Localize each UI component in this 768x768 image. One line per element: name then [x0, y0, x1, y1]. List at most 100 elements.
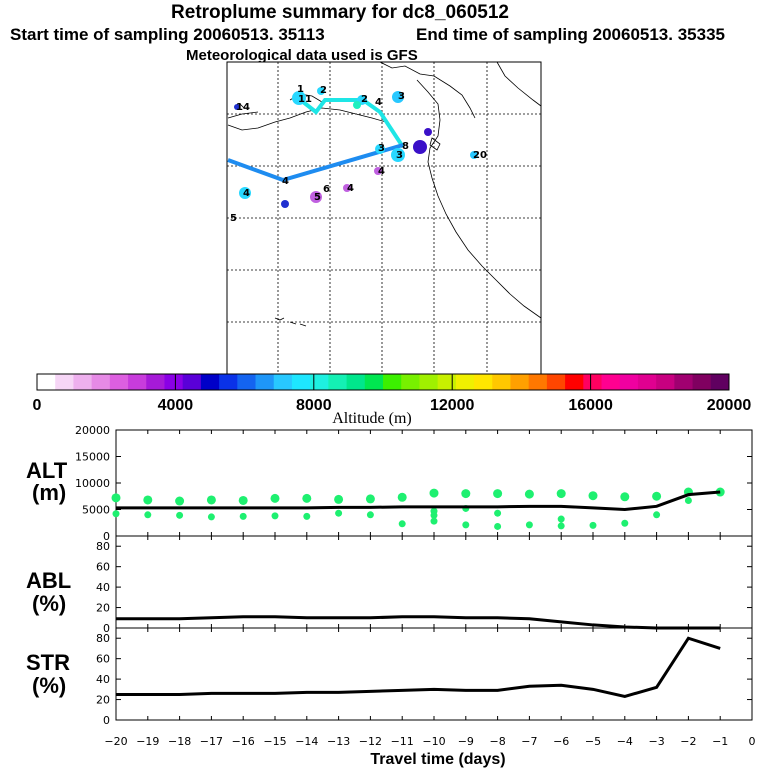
met-data-label: Meteorological data used is GFS	[186, 47, 418, 64]
alt-scatter-point	[112, 510, 120, 518]
alt-scatter-point	[239, 512, 247, 520]
colorbar-swatch	[565, 374, 584, 390]
colorbar-title: Altitude (m)	[332, 410, 412, 427]
x-tick-label: −2	[680, 735, 696, 748]
alt-scatter-point	[144, 511, 152, 519]
cluster-label: 2	[320, 85, 327, 96]
x-tick-label: −11	[391, 735, 414, 748]
x-tick-label: −7	[521, 735, 537, 748]
x-tick-label: −4	[617, 735, 633, 748]
x-tick-label: −8	[489, 735, 505, 748]
str-label: STR	[26, 650, 70, 675]
colorbar-swatch	[164, 374, 184, 390]
colorbar-swatch	[182, 374, 202, 390]
alt-scatter-point	[430, 517, 438, 525]
alt-scatter-point	[429, 488, 439, 498]
alt-scatter-point	[461, 489, 471, 499]
y-tick-label: 15000	[75, 451, 110, 464]
x-tick-label: −5	[585, 735, 601, 748]
colorbar-swatch	[291, 374, 311, 390]
colorbar-swatch	[692, 374, 712, 390]
colorbar-swatch	[674, 374, 694, 390]
colorbar-swatch	[219, 374, 238, 390]
colorbar-swatch	[510, 374, 530, 390]
alt-scatter-point	[589, 521, 597, 529]
colorbar-swatch	[146, 374, 165, 390]
cluster-label: 3	[396, 150, 403, 161]
alt-scatter-point	[621, 519, 629, 527]
y-tick-label: 60	[96, 561, 110, 574]
cluster-label: 4	[282, 176, 289, 187]
colorbar-swatch	[255, 374, 275, 390]
colorbar-swatch	[328, 374, 348, 390]
x-tick-label: −9	[458, 735, 474, 748]
y-tick-label: 0	[103, 714, 110, 727]
map-grid	[227, 62, 541, 374]
cluster-label: 4	[378, 166, 385, 177]
cluster-dot	[375, 144, 385, 154]
alt-scatter-point	[588, 491, 598, 501]
colorbar-tick-label: 16000	[568, 397, 613, 414]
str-unit: (%)	[32, 673, 66, 698]
colorbar-swatch	[273, 374, 293, 390]
cluster-dot	[281, 200, 289, 208]
alt-scatter-point	[397, 492, 407, 502]
y-tick-label: 40	[96, 673, 110, 686]
alt-label: ALT	[26, 458, 68, 483]
alt-scatter-point	[270, 493, 280, 503]
x-tick-label: −14	[295, 735, 318, 748]
alt-scatter-point	[493, 489, 503, 499]
x-tick-label: −3	[648, 735, 664, 748]
alt-scatter-point	[556, 489, 566, 499]
cluster-label: 8	[402, 141, 409, 152]
alt-scatter-point	[684, 496, 692, 504]
alt-scatter-point	[365, 494, 375, 504]
colorbar-swatch	[109, 374, 129, 390]
colorbar-tick-label: 8000	[296, 397, 332, 414]
colorbar-swatch	[364, 374, 384, 390]
colorbar-swatch	[528, 374, 548, 390]
x-tick-label: −18	[168, 735, 191, 748]
alt-scatter-point	[557, 522, 565, 530]
str-panel-frame	[115, 627, 753, 721]
alt-scatter-point	[303, 512, 311, 520]
abl-unit: (%)	[32, 591, 66, 616]
alt-scatter-point	[653, 511, 661, 519]
cluster-label: 4	[347, 183, 354, 194]
cluster-dot	[317, 87, 325, 95]
x-tick-label: −13	[327, 735, 350, 748]
cluster-dot	[374, 167, 382, 175]
colorbar-swatch	[546, 374, 566, 390]
cluster-label: 5	[230, 213, 237, 224]
y-tick-label: 80	[96, 540, 110, 553]
y-tick-label: 0	[103, 530, 110, 543]
colorbar-swatch	[346, 374, 366, 390]
cluster-dot	[391, 148, 405, 162]
colorbar-swatch	[237, 374, 257, 390]
colorbar-swatch	[91, 374, 111, 390]
altitude-colorbar: 0 4000 8000 12000 16000 20000	[33, 373, 751, 414]
cluster-dot	[239, 187, 251, 199]
alt-scatter-point	[524, 489, 534, 499]
colorbar-swatch	[128, 374, 147, 390]
y-tick-label: 20	[96, 694, 110, 707]
trajectory-cyan	[296, 96, 405, 149]
alt-scatter-point	[207, 513, 215, 521]
str-series-line	[116, 636, 721, 699]
colorbar-swatch	[710, 374, 730, 390]
x-tick-label: −19	[136, 735, 159, 748]
abl-panel-frame	[115, 535, 753, 629]
cluster-label: 5	[314, 192, 321, 203]
start-time-label: Start time of sampling 20060513. 35113	[10, 25, 325, 44]
colorbar-swatch	[55, 374, 74, 390]
colorbar-tick-label: 0	[33, 397, 42, 414]
alt-scatter-point	[494, 509, 502, 517]
x-tick-label: −12	[359, 735, 382, 748]
colorbar-swatch	[37, 374, 56, 390]
colorbar-swatch	[619, 374, 639, 390]
colorbar-swatch	[492, 374, 511, 390]
time-series-panels: 20000150001000050000806040200806040200−2…	[75, 424, 756, 748]
cluster-dot	[392, 91, 404, 103]
colorbar-swatch	[310, 374, 329, 390]
